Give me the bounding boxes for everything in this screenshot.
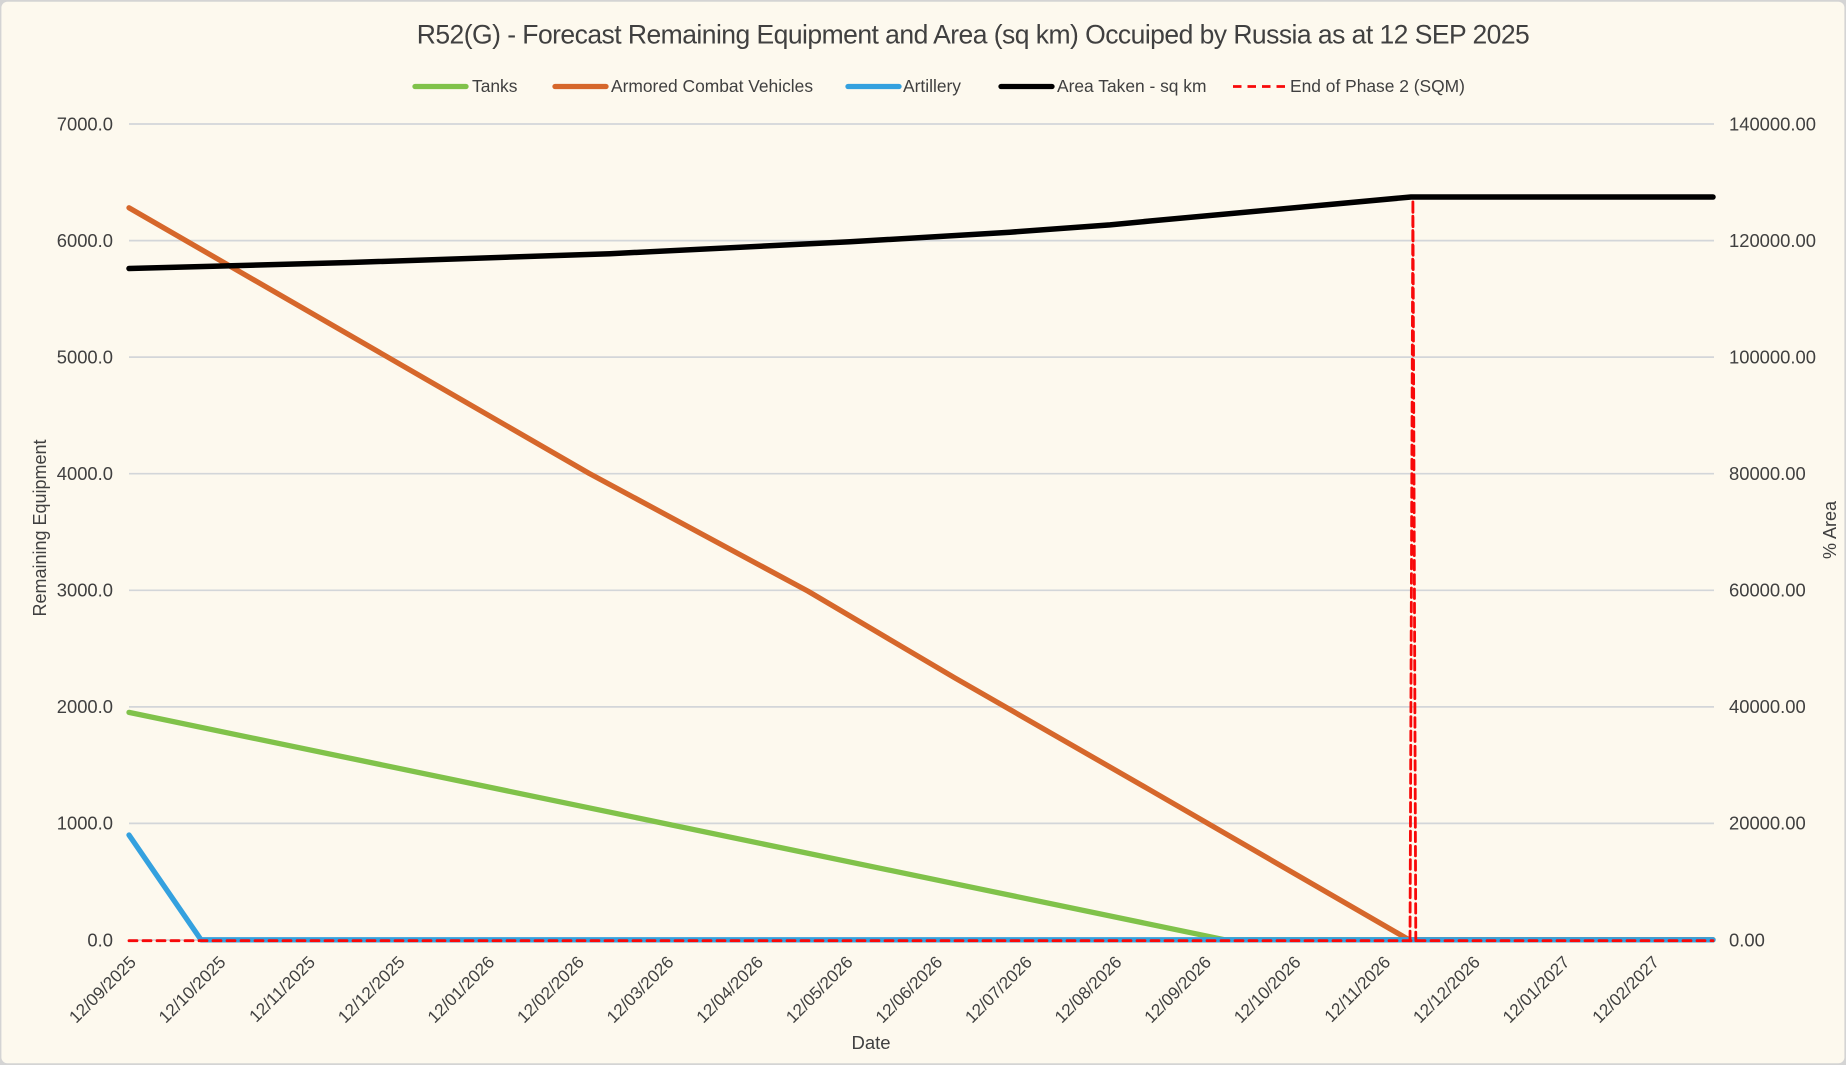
svg-text:R52(G) - Forecast Remaining Eq: R52(G) - Forecast Remaining Equipment an… <box>417 20 1530 50</box>
svg-text:0.00: 0.00 <box>1729 929 1765 950</box>
svg-text:20000.00: 20000.00 <box>1729 813 1806 834</box>
svg-text:3000.0: 3000.0 <box>57 580 113 601</box>
svg-text:% Area: % Area <box>1820 500 1840 559</box>
svg-text:5000.0: 5000.0 <box>57 346 113 367</box>
svg-text:140000.00: 140000.00 <box>1729 113 1816 134</box>
svg-text:6000.0: 6000.0 <box>57 230 113 251</box>
svg-text:120000.00: 120000.00 <box>1729 230 1816 251</box>
svg-text:Armored Combat Vehicles: Armored Combat Vehicles <box>611 76 813 96</box>
svg-text:1000.0: 1000.0 <box>57 813 113 834</box>
svg-text:4000.0: 4000.0 <box>57 463 113 484</box>
svg-text:Artillery: Artillery <box>903 76 961 96</box>
svg-text:Tanks: Tanks <box>472 76 518 96</box>
svg-text:80000.00: 80000.00 <box>1729 463 1806 484</box>
svg-text:100000.00: 100000.00 <box>1729 346 1816 367</box>
svg-text:Area Taken - sq km: Area Taken - sq km <box>1057 76 1207 96</box>
svg-text:40000.00: 40000.00 <box>1729 696 1806 717</box>
svg-text:0.0: 0.0 <box>87 929 113 950</box>
svg-text:7000.0: 7000.0 <box>57 113 113 134</box>
svg-text:Remaining Equipment: Remaining Equipment <box>30 439 50 616</box>
svg-text:End of Phase 2 (SQM): End of Phase 2 (SQM) <box>1290 76 1465 96</box>
svg-text:Date: Date <box>851 1032 890 1053</box>
svg-text:2000.0: 2000.0 <box>57 696 113 717</box>
svg-text:60000.00: 60000.00 <box>1729 580 1806 601</box>
